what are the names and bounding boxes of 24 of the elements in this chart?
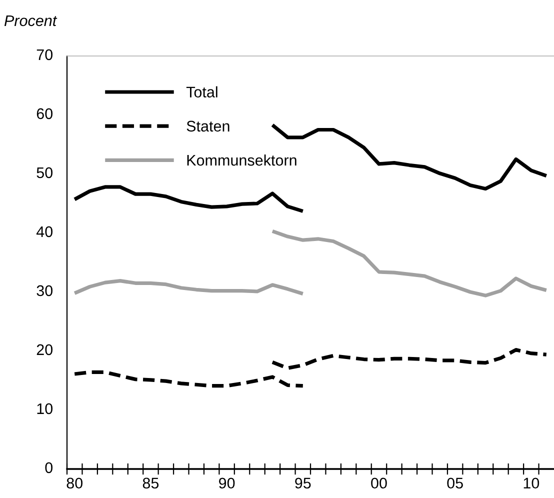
y-tick-label: 20 bbox=[36, 344, 53, 356]
x-tick-label: 05 bbox=[447, 478, 463, 489]
y-tick-label: 70 bbox=[36, 49, 53, 60]
x-tick-label: 90 bbox=[219, 478, 235, 489]
y-axis-title: Procent bbox=[4, 15, 58, 26]
y-tick-label: 0 bbox=[45, 462, 53, 474]
line-series bbox=[270, 229, 548, 298]
line-series bbox=[72, 278, 305, 296]
line-series bbox=[270, 348, 548, 370]
y-tick-label: 10 bbox=[37, 403, 53, 414]
legend-label: Total bbox=[186, 86, 218, 98]
y-tick-label: 40 bbox=[36, 226, 53, 238]
x-tick-label: 80 bbox=[66, 478, 83, 489]
x-tick-label: 10 bbox=[524, 478, 540, 489]
x-tick-label: 00 bbox=[371, 478, 387, 489]
line-series bbox=[72, 185, 305, 213]
y-tick-label: 60 bbox=[36, 108, 53, 120]
x-tick-label: 85 bbox=[142, 478, 159, 489]
x-tick-label: 95 bbox=[295, 478, 311, 489]
legend-label: Staten bbox=[186, 120, 230, 132]
legend-label: Kommunsektorn bbox=[187, 154, 296, 166]
y-tick-label: 50 bbox=[36, 167, 53, 178]
y-tick-label: 30 bbox=[36, 285, 53, 296]
line-series bbox=[72, 370, 305, 388]
